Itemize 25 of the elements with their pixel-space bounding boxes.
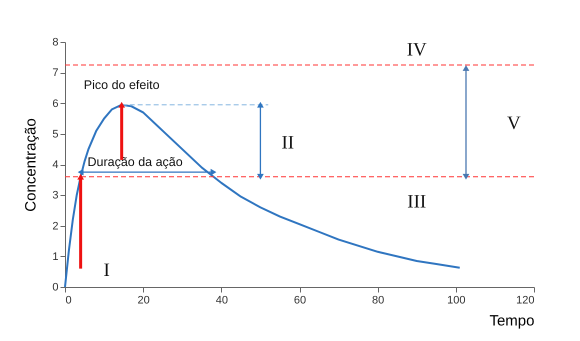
x-tick-label: 0 <box>66 294 72 306</box>
y-tick-label: 1 <box>52 250 58 263</box>
x-tick-label: 120 <box>516 294 534 306</box>
x-tick-label: 80 <box>372 294 384 306</box>
y-tick-label: 8 <box>52 36 58 48</box>
x-tick-label: 20 <box>138 294 150 306</box>
y-tick-label: 6 <box>52 98 58 110</box>
x-tick-label: 40 <box>216 294 228 306</box>
annotation: Pico do efeito <box>84 78 160 92</box>
annotation: IV <box>406 39 428 60</box>
y-tick-label: 3 <box>52 190 58 202</box>
x-axis-title: Tempo <box>489 312 534 330</box>
y-tick-label: 7 <box>52 67 58 80</box>
y-tick-label: 2 <box>52 220 58 232</box>
annotation: V <box>506 112 521 134</box>
y-tick-label: 0 <box>52 282 58 294</box>
annotation: III <box>407 191 426 212</box>
y-tick-label: 5 <box>52 128 58 140</box>
annotation: I <box>103 260 110 281</box>
y-axis-title: Concentração <box>22 118 40 212</box>
annotation: Duração da ação <box>87 154 183 169</box>
annotation: II <box>281 132 294 154</box>
x-tick-label: 60 <box>294 294 306 306</box>
x-tick-label: 100 <box>447 294 466 306</box>
y-tick-label: 4 <box>52 159 58 171</box>
